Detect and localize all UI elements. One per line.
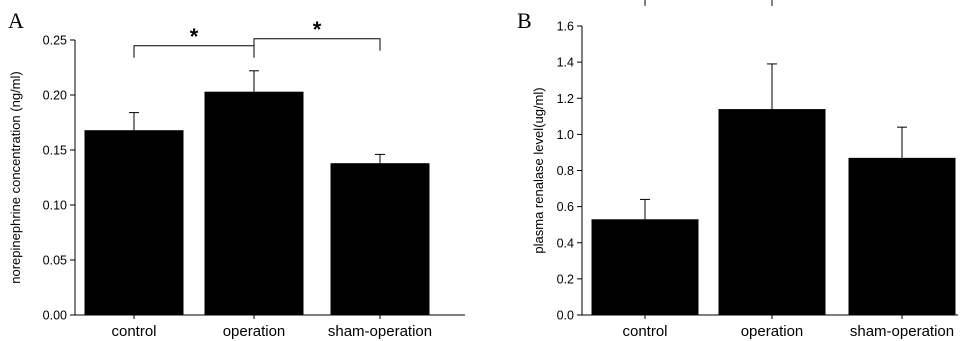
y-tick-label: 0.15 (43, 144, 67, 158)
bar-sham-operation (848, 157, 956, 315)
y-tick-label: 0.2 (557, 272, 574, 286)
y-axis-title: plasma renalase level(ug/ml) (531, 87, 546, 253)
y-tick-label: 0.0 (557, 309, 574, 323)
bar-operation (204, 91, 304, 315)
y-tick-label: 0.05 (43, 254, 67, 268)
x-tick-label: control (111, 323, 156, 340)
x-tick-label: operation (223, 323, 286, 340)
x-tick-label: sham-operation (328, 323, 432, 340)
x-tick-label: operation (741, 323, 804, 340)
x-tick-label: control (622, 323, 667, 340)
significance-star: * (313, 17, 322, 42)
y-tick-label: 0.10 (43, 199, 67, 213)
panel-a: A 0.00 0.05 0.10 0.15 0.20 0.25 control operatio… (8, 8, 465, 340)
y-tick-label: 1.0 (557, 128, 574, 142)
bar-control (84, 130, 184, 315)
panel-b: B 0.0 0.2 0.4 0.6 0.8 1.0 1.2 1.4 1.6 control opera… (517, 0, 958, 340)
significance-bracket (644, 0, 773, 6)
y-tick-label: 0.8 (557, 164, 574, 178)
y-tick-label: 1.2 (557, 92, 574, 106)
y-axis-title: norepinephrine concentration (ng/ml) (8, 71, 23, 283)
y-tick-label: 0.6 (557, 200, 574, 214)
significance-star: * (190, 24, 199, 49)
y-tick-label: 0.20 (43, 89, 67, 103)
bar-sham-operation (330, 163, 430, 315)
x-tick-label: sham-operation (850, 323, 954, 340)
significance-bracket (253, 38, 381, 51)
y-tick-label: 0.25 (43, 34, 67, 48)
y-tick-label: 0.00 (43, 309, 67, 323)
significance-bracket (133, 45, 255, 58)
bar-operation (718, 109, 826, 316)
y-tick-label: 1.6 (557, 20, 574, 34)
bar-control (591, 219, 699, 315)
y-tick-label: 0.4 (557, 236, 574, 250)
panel-letter: A (8, 8, 24, 33)
y-tick-label: 1.4 (557, 56, 574, 70)
panel-letter: B (517, 8, 532, 33)
